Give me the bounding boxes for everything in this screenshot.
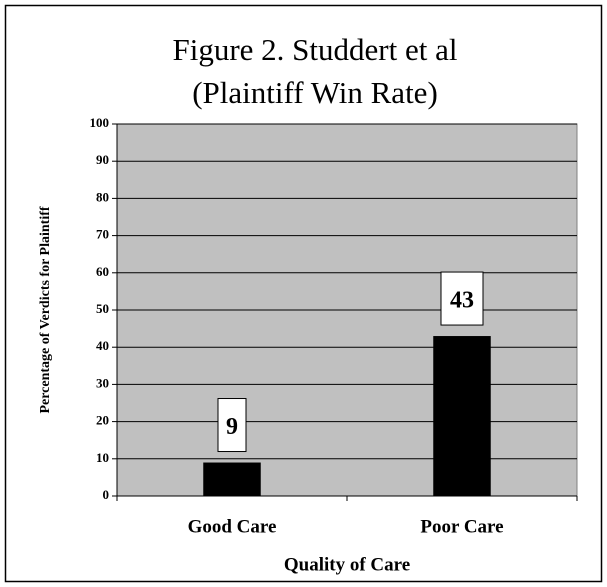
x-axis-label: Quality of Care bbox=[284, 554, 410, 575]
y-tick-label: 40 bbox=[96, 338, 109, 353]
y-tick-label: 70 bbox=[96, 227, 109, 242]
bar bbox=[203, 462, 261, 496]
y-tick-label: 50 bbox=[96, 301, 109, 316]
y-tick-label: 0 bbox=[103, 487, 110, 502]
y-tick-label: 80 bbox=[96, 189, 109, 204]
chart-title: (Plaintiff Win Rate) bbox=[192, 75, 438, 110]
bar bbox=[433, 336, 491, 496]
data-label: 9 bbox=[226, 414, 238, 440]
y-tick-label: 10 bbox=[96, 450, 109, 465]
y-tick-label: 30 bbox=[96, 375, 109, 390]
y-axis-label: Percentage of Verdicts for Plaintiff bbox=[38, 206, 53, 413]
chart-title: Figure 2. Studdert et al bbox=[173, 32, 458, 67]
data-label-box bbox=[217, 398, 247, 453]
data-label: 43 bbox=[450, 288, 474, 314]
data-label-box bbox=[440, 271, 484, 326]
y-tick-label: 20 bbox=[96, 413, 109, 428]
y-tick-label: 100 bbox=[90, 115, 110, 130]
y-tick-label: 60 bbox=[96, 264, 109, 279]
y-tick-label: 90 bbox=[96, 152, 109, 167]
x-tick-label: Poor Care bbox=[420, 516, 503, 537]
x-tick-label: Good Care bbox=[188, 516, 277, 537]
